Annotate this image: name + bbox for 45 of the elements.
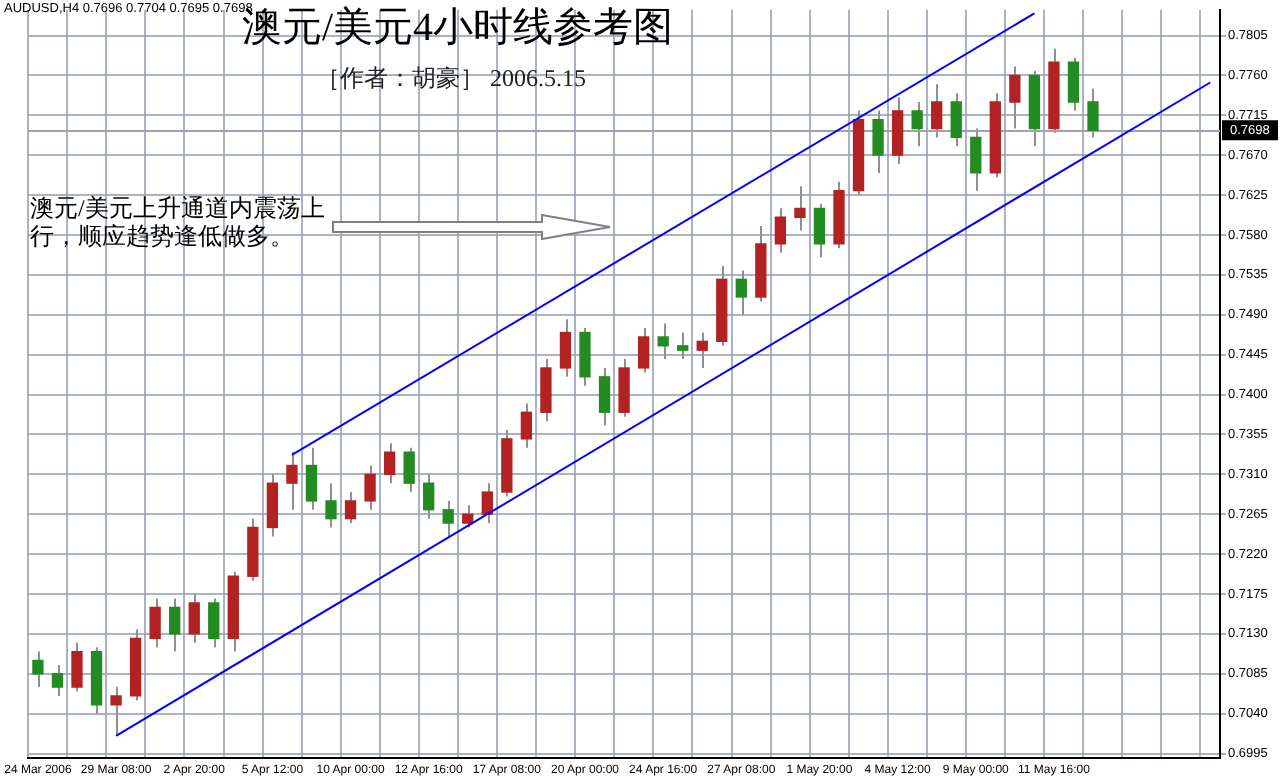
candlestick xyxy=(462,504,474,529)
candlestick xyxy=(305,446,318,511)
candlestick xyxy=(442,499,454,538)
candlestick xyxy=(71,641,83,693)
candlestick xyxy=(110,686,122,737)
candlestick xyxy=(657,322,669,361)
candlestick xyxy=(579,327,591,387)
candlestick xyxy=(325,482,337,529)
candlestick xyxy=(696,331,708,369)
candlestick xyxy=(286,451,298,511)
candlestick xyxy=(403,446,415,494)
candlestick xyxy=(559,318,572,378)
candlestick xyxy=(1067,56,1080,112)
candlestick xyxy=(931,83,943,139)
candlestick xyxy=(618,358,630,418)
candlestick xyxy=(383,442,396,485)
annotation: 澳元/美元上升通道内震荡上行，顺应趋势逢低做多。 xyxy=(30,194,327,250)
candlestick xyxy=(970,127,982,192)
candlestick xyxy=(794,185,806,232)
candlestick xyxy=(950,92,962,148)
candlestick xyxy=(774,207,787,254)
candlestick xyxy=(872,109,884,174)
candlestick xyxy=(266,473,279,538)
candlestick xyxy=(637,327,650,374)
candlestick xyxy=(188,593,200,644)
candlestick xyxy=(1087,87,1099,139)
candlestick xyxy=(520,402,533,449)
candlestick xyxy=(813,202,826,259)
candlestick xyxy=(423,473,435,520)
candlestick xyxy=(891,96,904,166)
candlestick xyxy=(598,366,611,427)
candlestick xyxy=(735,269,747,316)
candlestick xyxy=(32,650,44,689)
candlestick xyxy=(677,331,689,361)
candlestick xyxy=(169,597,181,653)
candlestick xyxy=(364,464,376,511)
candlestick xyxy=(481,482,493,525)
candlestick xyxy=(149,597,161,649)
candlestick xyxy=(911,101,923,148)
text: ［作者：胡豪］ 2006.5.15 xyxy=(316,62,586,96)
candlestick xyxy=(540,358,552,423)
candlestick xyxy=(1009,65,1021,130)
candlestick xyxy=(344,491,357,525)
candlestick xyxy=(208,597,220,649)
candlestick xyxy=(51,663,64,697)
